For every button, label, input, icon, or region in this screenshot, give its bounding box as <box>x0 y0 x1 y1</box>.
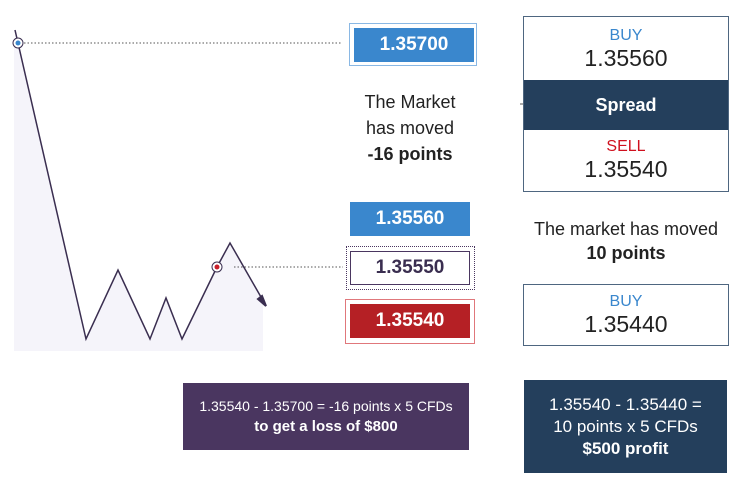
sell-label: SELL <box>606 138 646 155</box>
chart-area <box>14 40 263 351</box>
buy-label: BUY <box>609 27 643 44</box>
buy-price-box: 1.35560 <box>350 202 470 236</box>
mid-price-box: 1.35550 <box>350 251 470 285</box>
sell-value: 1.35540 <box>584 156 668 182</box>
buy-card: BUY 1.35440 <box>523 284 729 346</box>
sell-price-box: 1.35540 <box>350 304 470 338</box>
right-message: The market has moved 10 points <box>533 219 719 263</box>
price-line <box>14 29 266 342</box>
profit-box: 1.35540 - 1.35440 = 10 points x 5 CFDs $… <box>524 380 727 473</box>
open-price-box: 1.35700 <box>354 28 474 62</box>
spread-band: Spread <box>524 80 728 130</box>
loss-box: 1.35540 - 1.35700 = -16 points x 5 CFDs … <box>183 383 469 450</box>
arrow-head-icon <box>256 294 267 307</box>
buy-value: 1.35560 <box>584 45 668 71</box>
left-message: The Market has moved -16 points <box>364 92 456 164</box>
quote-card: BUY 1.35560 Spread SELL 1.35540 <box>523 16 729 192</box>
